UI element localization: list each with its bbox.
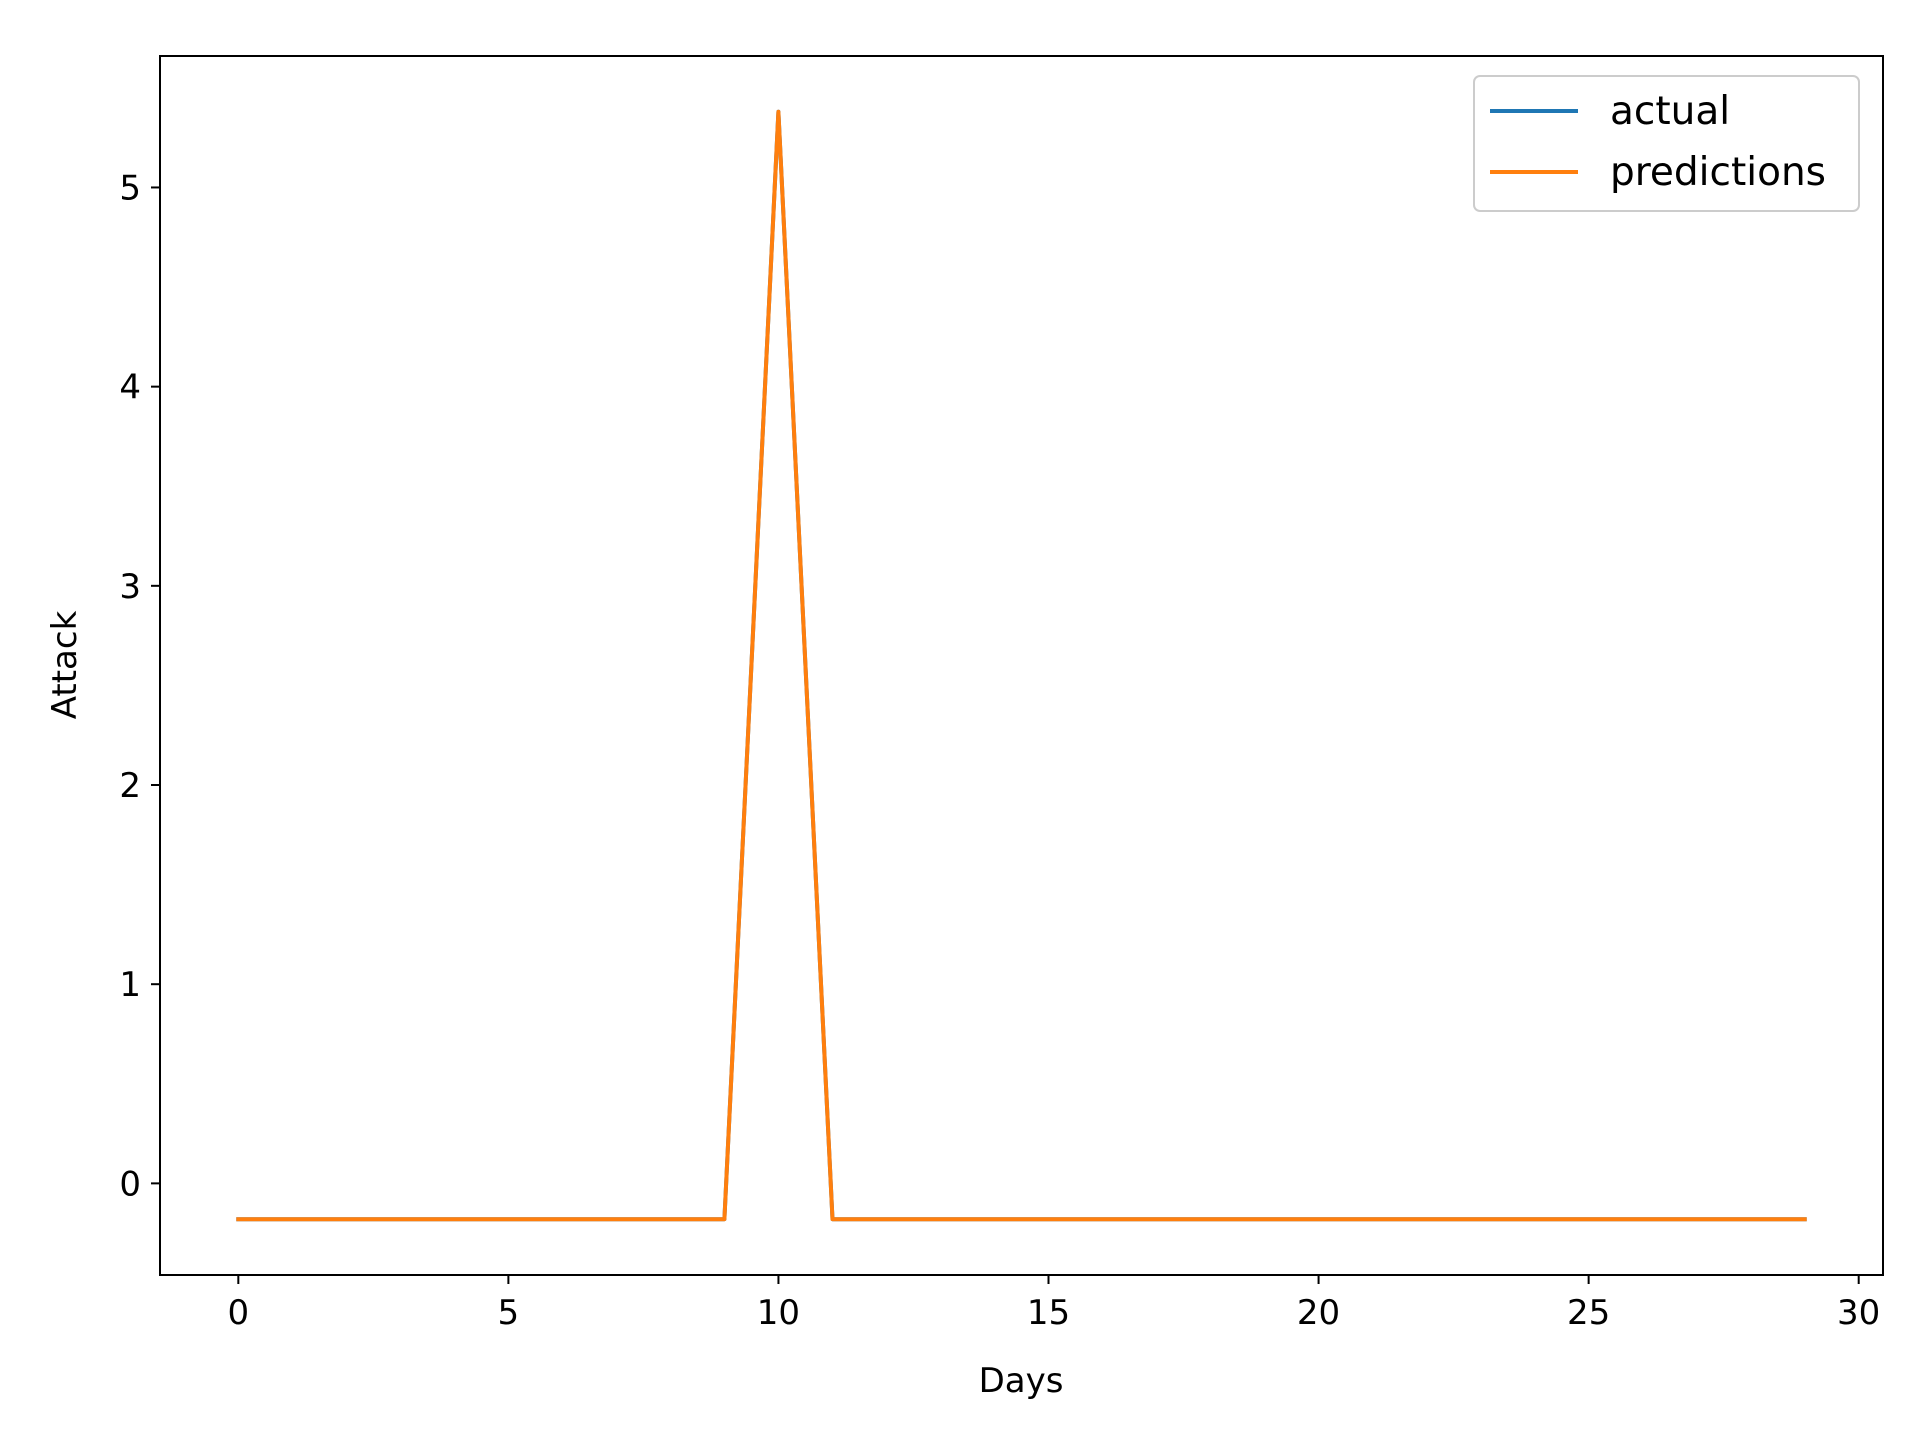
x-tick-label: 30 bbox=[1837, 1293, 1880, 1333]
y-axis-label: Attack bbox=[45, 610, 85, 719]
x-tick-label: 25 bbox=[1567, 1293, 1610, 1333]
x-tick-label: 10 bbox=[757, 1293, 800, 1333]
legend-label-predictions: predictions bbox=[1610, 150, 1826, 195]
x-tick-label: 15 bbox=[1027, 1293, 1070, 1333]
y-tick-label: 0 bbox=[119, 1164, 141, 1204]
x-tick-label: 0 bbox=[227, 1293, 249, 1333]
y-tick-label: 1 bbox=[119, 965, 141, 1005]
legend-label-actual: actual bbox=[1610, 89, 1730, 134]
series-layer bbox=[236, 109, 1807, 1222]
plot-area bbox=[160, 56, 1883, 1275]
series-line-predictions bbox=[236, 109, 1807, 1222]
y-tick-label: 5 bbox=[119, 168, 141, 208]
x-tick-label: 20 bbox=[1297, 1293, 1340, 1333]
y-axis-ticks: 0 1 2 3 4 5 bbox=[119, 168, 160, 1204]
y-tick-label: 2 bbox=[119, 766, 141, 806]
y-tick-label: 3 bbox=[119, 567, 141, 607]
x-axis-ticks: 0 5 10 15 20 25 30 bbox=[227, 1275, 1880, 1333]
x-axis-label: Days bbox=[979, 1361, 1064, 1401]
y-tick-label: 4 bbox=[119, 368, 141, 408]
legend: actual predictions bbox=[1473, 75, 1860, 212]
axes-frame bbox=[159, 55, 1884, 1276]
x-tick-label: 5 bbox=[498, 1293, 520, 1333]
